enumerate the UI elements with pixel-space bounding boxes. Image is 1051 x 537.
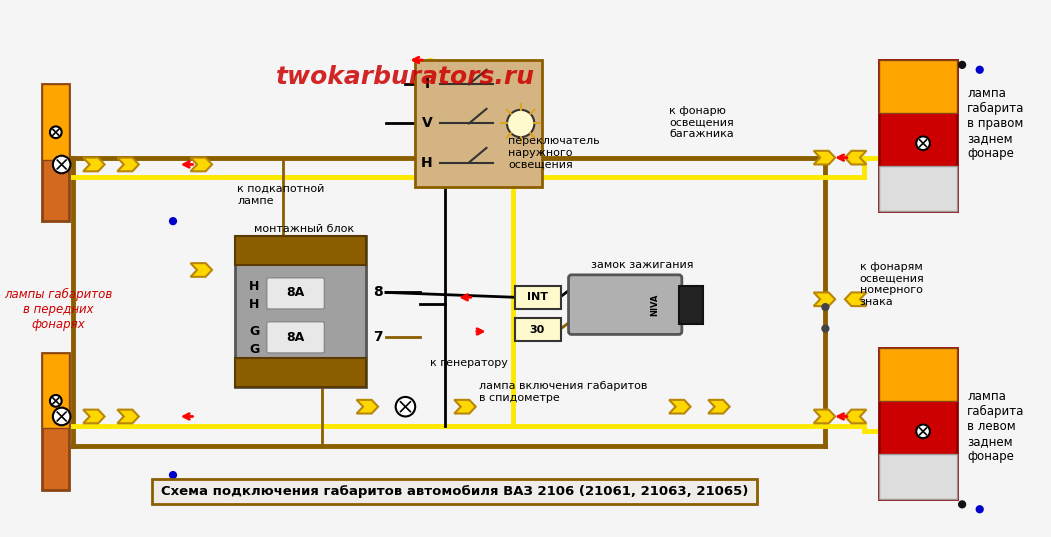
Text: twokarburators.ru: twokarburators.ru [276, 64, 535, 89]
Text: H: H [249, 297, 260, 310]
FancyBboxPatch shape [267, 278, 325, 309]
FancyBboxPatch shape [879, 348, 957, 401]
Circle shape [976, 506, 983, 513]
Text: 7: 7 [373, 330, 383, 344]
Polygon shape [118, 410, 139, 423]
Text: G: G [249, 343, 260, 355]
Circle shape [53, 156, 70, 173]
Polygon shape [813, 293, 836, 306]
FancyBboxPatch shape [151, 479, 757, 504]
FancyBboxPatch shape [879, 60, 957, 212]
FancyBboxPatch shape [42, 84, 69, 221]
Circle shape [53, 408, 70, 425]
Polygon shape [813, 410, 836, 423]
Text: к подкапотной
лампе: к подкапотной лампе [238, 184, 325, 206]
Polygon shape [118, 158, 139, 171]
Text: H: H [249, 280, 260, 293]
FancyBboxPatch shape [42, 353, 69, 428]
Circle shape [822, 303, 829, 310]
Circle shape [507, 110, 534, 137]
Text: 30: 30 [530, 324, 544, 335]
FancyBboxPatch shape [515, 318, 561, 341]
Circle shape [50, 395, 62, 407]
Text: лампа
габарита
в правом
заднем
фонаре: лампа габарита в правом заднем фонаре [967, 87, 1025, 160]
FancyBboxPatch shape [569, 275, 682, 335]
Text: лампы габаритов
в передних
фонарях: лампы габаритов в передних фонарях [4, 287, 112, 331]
Text: к фонарю
освещения
багажника: к фонарю освещения багажника [669, 106, 734, 139]
Polygon shape [669, 400, 691, 413]
FancyBboxPatch shape [234, 236, 367, 387]
FancyBboxPatch shape [267, 322, 325, 353]
Polygon shape [845, 293, 866, 306]
Polygon shape [356, 400, 378, 413]
FancyBboxPatch shape [415, 60, 542, 187]
Text: INT: INT [527, 292, 548, 302]
Polygon shape [813, 151, 836, 164]
FancyBboxPatch shape [879, 166, 957, 212]
Circle shape [916, 136, 930, 150]
FancyBboxPatch shape [879, 348, 957, 499]
Circle shape [976, 67, 983, 73]
Text: V: V [421, 117, 432, 130]
Circle shape [169, 471, 177, 478]
FancyBboxPatch shape [234, 358, 367, 387]
Text: переключатель
наружного
освещения: переключатель наружного освещения [508, 136, 600, 169]
Text: Схема подключения габаритов автомобиля ВАЗ 2106 (21061, 21063, 21065): Схема подключения габаритов автомобиля В… [161, 485, 748, 498]
FancyBboxPatch shape [879, 454, 957, 499]
Polygon shape [83, 158, 105, 171]
Text: NIVA: NIVA [650, 293, 659, 316]
FancyBboxPatch shape [234, 236, 367, 265]
FancyBboxPatch shape [879, 60, 957, 113]
Text: 8: 8 [373, 286, 383, 300]
Circle shape [916, 425, 930, 438]
Polygon shape [845, 151, 866, 164]
Polygon shape [190, 158, 212, 171]
Circle shape [395, 397, 415, 417]
Polygon shape [83, 410, 105, 423]
Circle shape [822, 325, 829, 332]
FancyBboxPatch shape [42, 84, 69, 159]
Polygon shape [708, 400, 729, 413]
Polygon shape [190, 263, 212, 277]
Text: к генератору: к генератору [430, 358, 508, 368]
Text: к фонарям
освещения
номерного
знака: к фонарям освещения номерного знака [860, 262, 924, 307]
Text: замок зажигания: замок зажигания [591, 260, 694, 270]
Text: I: I [425, 77, 430, 91]
FancyBboxPatch shape [679, 286, 703, 324]
Text: 8A: 8A [286, 331, 304, 344]
Circle shape [959, 501, 966, 508]
Circle shape [959, 61, 966, 68]
Text: лампа
габарита
в левом
заднем
фонаре: лампа габарита в левом заднем фонаре [967, 390, 1025, 463]
Text: лампа включения габаритов
в спидометре: лампа включения габаритов в спидометре [478, 381, 647, 403]
FancyBboxPatch shape [42, 353, 69, 490]
Circle shape [50, 126, 62, 138]
FancyBboxPatch shape [515, 286, 561, 309]
Text: монтажный блок: монтажный блок [254, 224, 354, 234]
Polygon shape [454, 400, 476, 413]
Text: H: H [421, 156, 433, 170]
Text: G: G [249, 325, 260, 338]
Text: 8A: 8A [286, 286, 304, 299]
Polygon shape [845, 410, 866, 423]
Circle shape [169, 217, 177, 224]
